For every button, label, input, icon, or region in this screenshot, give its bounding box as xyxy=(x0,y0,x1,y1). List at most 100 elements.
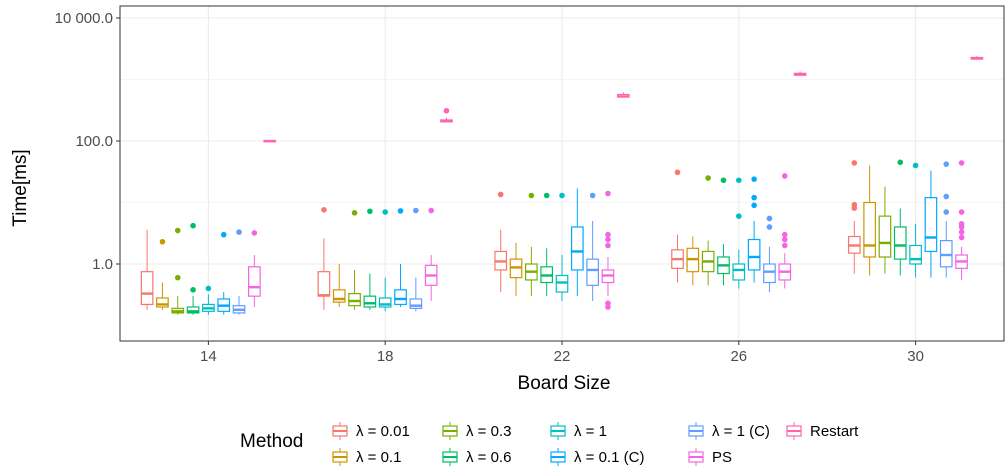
outlier-point xyxy=(321,207,327,213)
box-rect xyxy=(939,240,953,268)
box-λ = 0.1 xyxy=(332,264,346,307)
outlier-point xyxy=(190,287,196,293)
box-PS xyxy=(601,190,615,310)
outlier-point xyxy=(605,242,611,249)
outlier-point xyxy=(912,162,919,169)
axes: 1.0 100.0 10 000.0 14 18 22 26 30 xyxy=(55,5,1005,365)
box-λ = 0.01 xyxy=(847,160,861,274)
box-rect xyxy=(156,297,169,308)
outlier-point xyxy=(674,169,681,176)
outlier-point xyxy=(720,177,727,184)
box-λ = 0.3 xyxy=(701,175,715,286)
x-tick-label: 22 xyxy=(554,348,571,365)
legend-title: Method xyxy=(240,431,303,452)
outlier-point xyxy=(705,175,711,181)
x-tick-label: 18 xyxy=(377,348,394,365)
box-λ = 0.1 (C) xyxy=(570,188,584,297)
outlier-point xyxy=(851,160,858,166)
box-Restart xyxy=(970,56,984,60)
outlier-point xyxy=(781,173,788,179)
legend-key-λ = 0.1 xyxy=(332,448,348,466)
box-λ = 1 xyxy=(732,177,746,289)
box-λ = 1 xyxy=(378,209,392,312)
box-rect xyxy=(140,271,154,306)
box-λ = 0.1 xyxy=(156,238,169,310)
outlier-point xyxy=(528,192,535,199)
outlier-point xyxy=(443,107,450,114)
outlier-point xyxy=(397,208,404,214)
box-λ = 0.6 xyxy=(893,159,907,276)
outlier-point xyxy=(174,227,181,234)
outlier-point xyxy=(751,202,757,209)
outlier-point xyxy=(413,207,419,214)
box-rect xyxy=(555,274,569,293)
box-λ = 1 (C) xyxy=(939,161,953,278)
outlier-point xyxy=(497,191,504,198)
legend: Method λ = 0.01 λ = 0.1 λ = 0.3 λ = 0.6 λ = 1… xyxy=(240,422,859,466)
box-rect xyxy=(363,295,377,308)
box-rect xyxy=(909,244,922,265)
outlier-point xyxy=(251,230,258,236)
box-λ = 0.6 xyxy=(717,177,730,286)
box-Restart xyxy=(440,107,453,123)
legend-key-λ = 0.6 xyxy=(442,448,458,466)
y-tick-label: 1.0 xyxy=(92,256,113,273)
legend-key-λ = 0.1 (C) xyxy=(550,448,566,466)
box-λ = 0.1 (C) xyxy=(217,231,231,315)
x-axis-title: Board Size xyxy=(518,373,611,394)
box-PS xyxy=(424,207,438,302)
box-rect xyxy=(317,271,331,297)
box-rect xyxy=(348,293,361,307)
box-λ = 0.6 xyxy=(540,192,554,297)
plot-panel-border xyxy=(119,5,1005,342)
box-rect xyxy=(332,289,346,303)
box-λ = 1 (C) xyxy=(409,207,423,312)
outlier-point xyxy=(736,213,742,219)
box-λ = 1 (C) xyxy=(232,229,246,315)
outlier-point xyxy=(943,209,950,215)
x-tick-label: 26 xyxy=(730,348,747,365)
box-λ = 0.1 xyxy=(686,236,700,286)
box-λ = 0.6 xyxy=(363,208,377,310)
y-tick-label: 10 000.0 xyxy=(55,10,113,27)
box-PS xyxy=(248,230,261,307)
outlier-point xyxy=(851,201,858,208)
box-plots xyxy=(140,56,984,315)
box-λ = 0.3 xyxy=(878,186,892,274)
box-rect xyxy=(394,289,407,306)
outlier-point xyxy=(736,177,742,184)
box-rect xyxy=(570,226,584,271)
legend-key-λ = 0.3 xyxy=(442,422,458,440)
outlier-point xyxy=(897,159,904,166)
box-λ = 0.3 xyxy=(348,210,361,310)
box-rect xyxy=(186,306,200,314)
box-λ = 0.1 (C) xyxy=(924,170,938,278)
legend-label: PS xyxy=(712,449,732,466)
box-λ = 1 (C) xyxy=(586,192,599,302)
outlier-point xyxy=(958,229,965,235)
outlier-point xyxy=(943,161,950,167)
outlier-point xyxy=(605,300,611,307)
legend-label: λ = 1 xyxy=(574,423,607,440)
box-λ = 0.01 xyxy=(671,169,684,283)
legend-label: Restart xyxy=(810,423,859,440)
x-tick-label: 14 xyxy=(200,348,217,365)
outlier-point xyxy=(382,209,389,215)
box-rect xyxy=(586,258,599,286)
box-rect xyxy=(893,226,907,260)
outlier-point xyxy=(351,210,358,216)
box-λ = 0.3 xyxy=(525,192,538,297)
box-λ = 0.01 xyxy=(494,191,508,293)
outlier-point xyxy=(559,192,565,199)
box-Restart xyxy=(793,71,807,76)
outlier-point xyxy=(958,160,965,166)
box-rect xyxy=(732,263,746,281)
box-λ = 0.3 xyxy=(171,227,185,315)
box-rect xyxy=(409,298,423,309)
legend-key-PS xyxy=(688,448,704,466)
outlier-point xyxy=(589,192,596,199)
outlier-point xyxy=(943,193,950,200)
outlier-point xyxy=(236,229,242,235)
outlier-point xyxy=(958,221,965,227)
